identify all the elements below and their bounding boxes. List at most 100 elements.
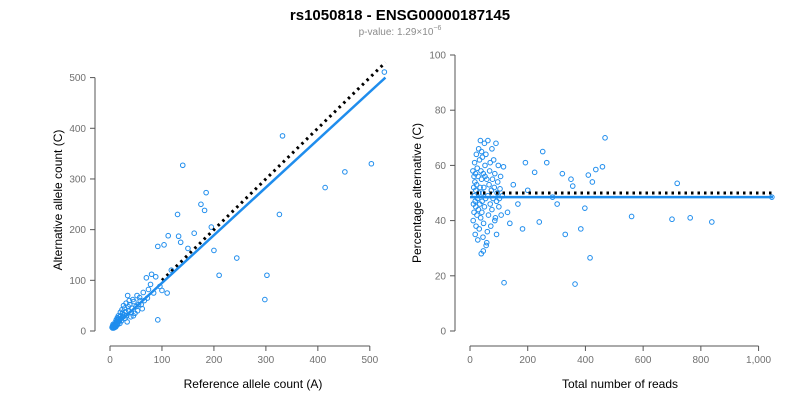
data-point xyxy=(480,234,486,240)
data-point xyxy=(473,151,480,158)
data-point xyxy=(483,242,489,249)
data-point xyxy=(493,140,499,147)
data-point xyxy=(342,169,348,175)
data-point xyxy=(482,162,488,169)
data-point xyxy=(470,168,476,174)
x-tick-label: 800 xyxy=(693,355,710,366)
data-point xyxy=(554,201,560,207)
data-point xyxy=(473,223,479,229)
data-point xyxy=(602,135,608,141)
data-point xyxy=(484,228,491,235)
x-tick-label: 200 xyxy=(519,355,536,366)
data-point xyxy=(152,273,159,280)
data-point xyxy=(208,224,215,230)
data-point xyxy=(487,201,494,207)
data-point xyxy=(368,160,375,167)
y-axis-label: Alternative allele count (C) xyxy=(51,130,65,271)
data-point xyxy=(487,223,494,229)
data-point xyxy=(709,219,715,225)
data-point xyxy=(130,312,137,319)
data-point xyxy=(483,176,490,182)
data-point xyxy=(161,242,167,248)
data-point xyxy=(145,286,152,293)
data-point xyxy=(233,255,240,261)
data-point xyxy=(211,247,217,254)
data-point xyxy=(585,172,592,178)
data-point xyxy=(264,272,270,279)
y-tick-label: 0 xyxy=(80,327,86,338)
chart-subtitle: p-value: 1.29×10−6 xyxy=(359,25,442,38)
y-tick-label: 40 xyxy=(435,216,447,227)
data-point xyxy=(487,159,494,166)
data-point xyxy=(155,243,161,250)
y-tick-label: 100 xyxy=(69,276,86,287)
data-point xyxy=(279,133,286,139)
data-point xyxy=(471,159,478,166)
data-point xyxy=(147,281,154,288)
data-point xyxy=(492,170,498,177)
data-point xyxy=(510,181,517,188)
data-point xyxy=(492,215,499,221)
data-point xyxy=(495,162,502,169)
y-axis-label: Percentage alternative (C) xyxy=(410,123,424,263)
data-point xyxy=(479,209,485,216)
data-point xyxy=(480,248,487,254)
x-tick-label: 300 xyxy=(258,355,275,366)
data-point xyxy=(470,217,476,224)
data-point xyxy=(587,255,593,261)
data-point xyxy=(593,166,599,173)
data-point xyxy=(486,168,493,174)
data-point xyxy=(497,186,503,192)
data-point xyxy=(481,140,488,147)
data-point xyxy=(474,237,481,243)
data-point xyxy=(486,181,492,188)
data-point xyxy=(531,169,538,176)
data-point xyxy=(494,190,500,196)
data-point xyxy=(175,233,182,240)
data-point xyxy=(143,274,150,281)
data-point xyxy=(497,173,504,180)
x-axis-label: Reference allele count (A) xyxy=(184,377,323,391)
data-point xyxy=(481,184,487,191)
data-point xyxy=(109,324,115,331)
data-point xyxy=(674,180,680,187)
data-point xyxy=(472,179,478,185)
data-point xyxy=(470,184,477,191)
data-point xyxy=(126,297,133,304)
data-point xyxy=(480,220,487,227)
data-point xyxy=(474,212,480,218)
data-point xyxy=(477,201,483,207)
data-point xyxy=(491,184,498,191)
y-tick-label: 300 xyxy=(69,174,86,185)
data-point xyxy=(203,189,209,196)
data-point xyxy=(478,176,485,182)
data-point xyxy=(381,69,388,75)
data-point xyxy=(470,201,477,207)
data-point xyxy=(475,146,482,152)
data-point xyxy=(582,205,588,211)
data-point xyxy=(589,179,596,185)
data-point xyxy=(507,220,513,227)
data-point xyxy=(519,226,526,232)
data-point xyxy=(472,198,478,205)
y-tick-label: 20 xyxy=(435,271,447,282)
data-point xyxy=(489,176,496,182)
data-point xyxy=(474,165,481,171)
y-tick-label: 100 xyxy=(429,51,446,62)
data-point xyxy=(522,159,529,166)
data-point xyxy=(276,211,283,218)
y-tick-label: 80 xyxy=(435,106,447,117)
data-point xyxy=(479,154,486,160)
data-point xyxy=(478,148,485,155)
data-point xyxy=(155,317,161,323)
data-point xyxy=(568,176,574,182)
y-tick-label: 0 xyxy=(440,327,446,338)
data-point xyxy=(124,292,131,299)
data-point xyxy=(543,159,550,166)
data-point xyxy=(140,289,147,296)
data-point xyxy=(216,272,222,279)
y-tick-label: 500 xyxy=(69,73,86,84)
scatter-panel-percentage: Total number of reads Percentage alterna… xyxy=(410,51,775,391)
data-point xyxy=(493,231,500,238)
